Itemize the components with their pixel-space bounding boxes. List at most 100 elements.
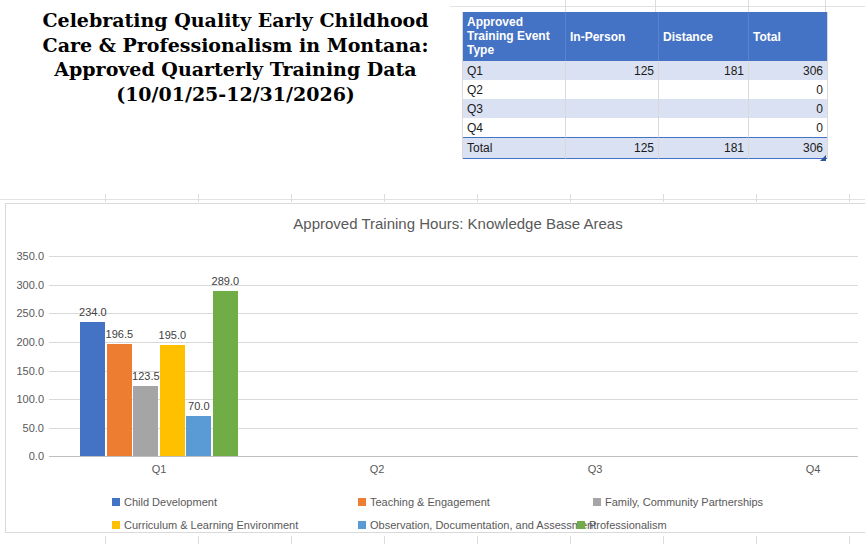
- sheet-gridline: [198, 536, 199, 544]
- sheet-gridline: [105, 536, 106, 544]
- title-line: Approved Quarterly Training Data: [28, 57, 443, 82]
- legend-label: Observation, Documentation, and Assessme…: [370, 519, 596, 531]
- legend-item[interactable]: Professionalism: [577, 519, 667, 531]
- in-person-value-cell[interactable]: [566, 80, 659, 99]
- total-value-cell[interactable]: 0: [749, 99, 827, 118]
- sheet-gridline: [0, 199, 865, 200]
- y-axis-label: 250.0: [6, 306, 44, 320]
- training-data-table[interactable]: Approved Training Event TypeIn-PersonDis…: [462, 12, 828, 159]
- bar-q1-4[interactable]: [160, 345, 185, 457]
- title-line: Celebrating Quality Early Childhood: [28, 8, 443, 33]
- header-cell-in-person[interactable]: In-Person: [566, 12, 659, 61]
- sheet-gridline: [570, 194, 571, 202]
- chart-title: Approved Training Hours: Knowledge Base …: [293, 215, 622, 232]
- bar-q1-2[interactable]: [107, 344, 132, 457]
- sheet-gridline: [291, 194, 292, 202]
- header-cell-total[interactable]: Total: [749, 12, 827, 61]
- legend-swatch-icon: [358, 498, 366, 506]
- title-line: Care & Professionalism in Montana:: [28, 33, 443, 58]
- legend-label: Professionalism: [589, 519, 667, 531]
- legend-item[interactable]: Curriculum & Learning Environment: [112, 519, 298, 531]
- row-label-cell[interactable]: Q3: [463, 99, 566, 118]
- distance-value-cell[interactable]: [659, 99, 749, 118]
- sheet-gridline: [384, 194, 385, 202]
- bar-q1-5[interactable]: [186, 416, 211, 456]
- total-value-cell[interactable]: 306: [749, 137, 827, 159]
- x-axis-label: Q2: [370, 463, 385, 475]
- y-axis-label: 200.0: [6, 335, 44, 349]
- sheet-gridline: [825, 0, 826, 12]
- total-value-cell[interactable]: 0: [749, 118, 827, 137]
- sheet-gridline: [570, 536, 571, 544]
- x-axis-line: [49, 456, 858, 457]
- legend-swatch-icon: [112, 498, 120, 506]
- sheet-gridline: [291, 536, 292, 544]
- in-person-value-cell[interactable]: 125: [566, 137, 659, 159]
- row-label-cell[interactable]: Q2: [463, 80, 566, 99]
- legend-swatch-icon: [358, 521, 366, 529]
- selection-handle[interactable]: [820, 155, 826, 161]
- y-axis-label: 300.0: [6, 278, 44, 292]
- row-label-cell[interactable]: Q4: [463, 118, 566, 137]
- total-value-cell[interactable]: 0: [749, 80, 827, 99]
- y-axis-label: 50.0: [6, 421, 44, 435]
- distance-value-cell[interactable]: [659, 80, 749, 99]
- sheet-gridline: [384, 536, 385, 544]
- sheet-gridline: [198, 194, 199, 202]
- bar-data-label: 70.0: [188, 400, 209, 412]
- legend-item[interactable]: Observation, Documentation, and Assessme…: [358, 519, 596, 531]
- bar-q1-6[interactable]: [213, 291, 238, 457]
- title-line: (10/01/25-12/31/2026): [28, 82, 443, 107]
- page: { "header": { "title_lines": [ "Celebrat…: [0, 0, 865, 544]
- legend-swatch-icon: [577, 521, 585, 529]
- legend-label: Child Development: [124, 496, 217, 508]
- header-cell-event-type[interactable]: Approved Training Event Type: [463, 12, 566, 61]
- gridline: [49, 256, 858, 257]
- y-axis-label: 0.0: [6, 449, 44, 463]
- distance-value-cell[interactable]: 181: [659, 61, 749, 80]
- legend-item[interactable]: Teaching & Engagement: [358, 496, 490, 508]
- in-person-value-cell[interactable]: 125: [566, 61, 659, 80]
- legend-item[interactable]: Child Development: [112, 496, 217, 508]
- gridline: [49, 285, 858, 286]
- legend-label: Curriculum & Learning Environment: [124, 519, 298, 531]
- sheet-gridline: [756, 536, 757, 544]
- sheet-gridline: [450, 6, 865, 7]
- legend-label: Teaching & Engagement: [370, 496, 490, 508]
- sheet-gridline: [565, 0, 566, 12]
- x-axis-label: Q4: [806, 463, 821, 475]
- row-label-cell[interactable]: Q1: [463, 61, 566, 80]
- legend-item[interactable]: Family, Community Partnerships: [593, 496, 763, 508]
- sheet-gridline: [105, 194, 106, 202]
- worksheet-title: Celebrating Quality Early Childhood Care…: [28, 8, 443, 106]
- chart-object[interactable]: Approved Training Hours: Knowledge Base …: [5, 203, 865, 533]
- bar-q1-1[interactable]: [80, 322, 105, 456]
- sheet-gridline: [849, 536, 850, 544]
- sheet-gridline: [748, 0, 749, 12]
- gridline: [49, 313, 858, 314]
- bar-data-label: 195.0: [159, 329, 187, 341]
- y-axis-label: 350.0: [6, 249, 44, 263]
- legend-label: Family, Community Partnerships: [605, 496, 763, 508]
- sheet-gridline: [849, 194, 850, 202]
- y-axis-label: 150.0: [6, 364, 44, 378]
- x-axis-label: Q1: [152, 463, 167, 475]
- legend-swatch-icon: [112, 521, 120, 529]
- in-person-value-cell[interactable]: [566, 118, 659, 137]
- total-value-cell[interactable]: 306: [749, 61, 827, 80]
- bar-data-label: 123.5: [132, 370, 160, 382]
- x-axis-label: Q3: [588, 463, 603, 475]
- sheet-gridline: [663, 194, 664, 202]
- y-axis-label: 100.0: [6, 392, 44, 406]
- legend-swatch-icon: [593, 498, 601, 506]
- distance-value-cell[interactable]: 181: [659, 137, 749, 159]
- row-label-cell[interactable]: Total: [463, 137, 566, 159]
- distance-value-cell[interactable]: [659, 118, 749, 137]
- bar-data-label: 289.0: [212, 275, 240, 287]
- bar-data-label: 196.5: [106, 328, 134, 340]
- header-cell-distance[interactable]: Distance: [659, 12, 749, 61]
- gridline: [49, 342, 858, 343]
- in-person-value-cell[interactable]: [566, 99, 659, 118]
- sheet-gridline: [655, 0, 656, 12]
- bar-q1-3[interactable]: [133, 386, 158, 457]
